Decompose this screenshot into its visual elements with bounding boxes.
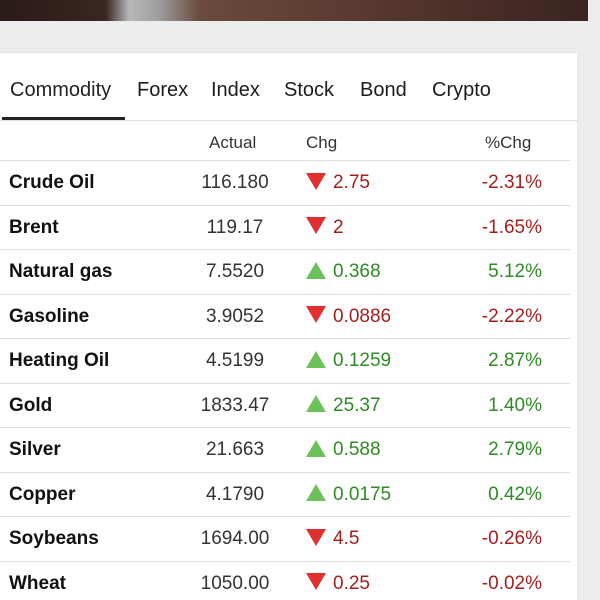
active-tab-indicator (2, 117, 125, 120)
change-cell: 2.75 (306, 172, 370, 194)
change-value: 0.25 (333, 572, 370, 594)
commodity-name: Silver (9, 439, 61, 460)
commodity-name: Copper (9, 483, 76, 505)
market-tabs: Commodity Forex Index Stock Bond Crypto (0, 53, 578, 121)
triangle-up-icon (306, 350, 326, 368)
table-row[interactable]: Silver 21.663 0.588 2.79% (0, 428, 570, 473)
change-value: 0.1259 (333, 350, 392, 371)
actual-value: 116.180 (201, 172, 269, 193)
triangle-up-icon (306, 439, 326, 457)
table-row[interactable]: Copper 4.1790 0.0175 0.42% (0, 473, 570, 517)
header-pct-chg: %Chg (485, 133, 532, 152)
tab-bond[interactable]: Bond (360, 79, 407, 101)
tab-stock[interactable]: Stock (284, 79, 335, 101)
change-value: 0.0886 (333, 305, 392, 327)
change-cell: 0.0886 (306, 306, 391, 328)
actual-value: 4.5199 (205, 350, 265, 371)
change-cell: 0.588 (306, 439, 381, 461)
header-actual: Actual (209, 133, 257, 152)
change-value: 0.368 (333, 261, 381, 282)
table-row[interactable]: Soybeans 1694.00 4.5 -0.26% (0, 517, 570, 562)
percent-change-value: 2.79% (488, 439, 542, 460)
triangle-up-icon (306, 484, 326, 501)
commodity-name: Gold (9, 394, 53, 416)
table-row[interactable]: Wheat 1050.00 0.25 -0.02% (0, 562, 570, 600)
percent-change-value: -2.22% (481, 305, 542, 327)
tab-forex[interactable]: Forex (137, 79, 189, 101)
percent-change-value: 2.87% (488, 350, 542, 371)
actual-value: 3.9052 (205, 305, 265, 327)
triangle-up-icon (306, 395, 326, 412)
change-cell: 0.25 (306, 573, 370, 595)
table-row[interactable]: Gasoline 3.9052 0.0886 -2.22% (0, 295, 570, 339)
change-value: 4.5 (333, 528, 360, 549)
commodity-name: Brent (9, 216, 59, 238)
change-cell: 4.5 (306, 528, 359, 550)
commodity-name: Natural gas (9, 261, 113, 282)
change-cell: 2 (306, 217, 344, 239)
triangle-down-icon (306, 217, 326, 234)
actual-value: 1050.00 (200, 572, 270, 594)
actual-value: 1833.47 (200, 394, 270, 416)
triangle-down-icon (306, 573, 326, 590)
triangle-up-icon (306, 261, 326, 279)
change-value: 2 (333, 216, 344, 238)
triangle-down-icon (306, 528, 326, 546)
triangle-down-icon (306, 306, 326, 323)
change-value: 2.75 (333, 172, 370, 193)
table-row[interactable]: Heating Oil 4.5199 0.1259 2.87% (0, 339, 570, 384)
table-row[interactable]: Crude Oil 116.180 2.75 -2.31% (0, 161, 570, 206)
commodity-name: Heating Oil (9, 350, 110, 371)
commodity-name: Wheat (9, 572, 66, 594)
percent-change-value: 1.40% (488, 394, 542, 416)
commodity-table: Crude Oil 116.180 2.75 -2.31% Brent 119.17 2 -1… (0, 161, 570, 600)
change-cell: 0.1259 (306, 350, 391, 372)
hero-image (0, 0, 588, 21)
change-cell: 0.368 (306, 261, 381, 283)
actual-value: 1694.00 (200, 528, 270, 549)
table-row[interactable]: Natural gas 7.5520 0.368 5.12% (0, 250, 570, 295)
header-chg: Chg (306, 133, 338, 152)
tab-index[interactable]: Index (211, 79, 260, 101)
tab-commodity[interactable]: Commodity (10, 79, 112, 101)
percent-change-value: 5.12% (488, 261, 542, 282)
percent-change-value: -2.31% (481, 172, 542, 193)
percent-change-value: -1.65% (481, 216, 542, 238)
actual-value: 7.5520 (205, 261, 265, 282)
change-cell: 25.37 (306, 395, 381, 417)
triangle-down-icon (306, 172, 326, 190)
commodity-name: Crude Oil (9, 172, 95, 193)
tab-crypto[interactable]: Crypto (432, 79, 491, 101)
commodity-name: Gasoline (9, 305, 90, 327)
percent-change-value: -0.26% (481, 528, 542, 549)
table-row[interactable]: Brent 119.17 2 -1.65% (0, 206, 570, 250)
market-card: Commodity Forex Index Stock Bond Crypto … (0, 52, 578, 600)
actual-value: 4.1790 (205, 483, 265, 505)
change-cell: 0.0175 (306, 484, 391, 506)
actual-value: 119.17 (206, 216, 264, 238)
change-value: 0.0175 (333, 483, 392, 505)
table-row[interactable]: Gold 1833.47 25.37 1.40% (0, 384, 570, 428)
change-value: 25.37 (333, 394, 381, 416)
percent-change-value: 0.42% (488, 483, 542, 505)
percent-change-value: -0.02% (481, 572, 542, 594)
commodity-name: Soybeans (9, 528, 99, 549)
table-header: Actual Chg %Chg (0, 121, 570, 161)
change-value: 0.588 (333, 439, 381, 460)
actual-value: 21.663 (205, 439, 265, 460)
